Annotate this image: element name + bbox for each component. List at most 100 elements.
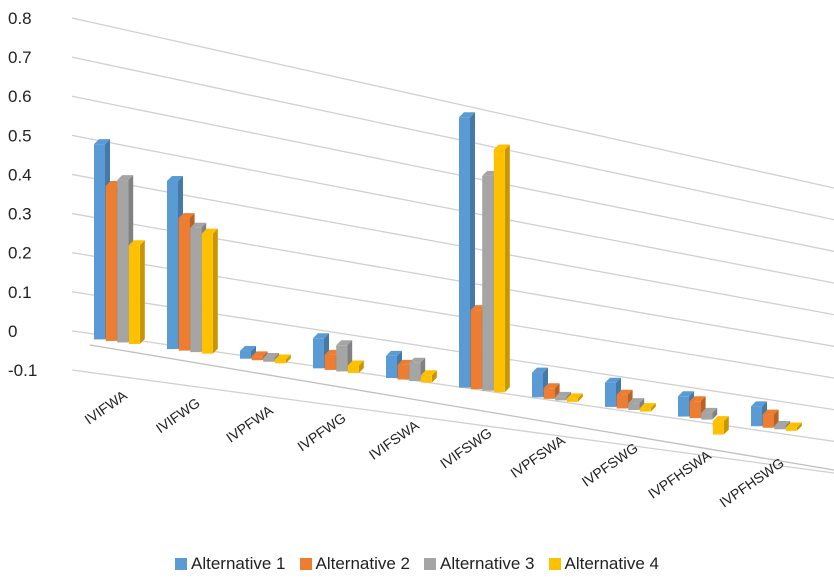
bar-top — [420, 370, 437, 376]
bar — [482, 175, 494, 391]
bar — [117, 180, 129, 343]
legend-label-1: Alternative 1 — [191, 554, 286, 573]
bar-side — [650, 403, 656, 412]
x-category-label: IVIFSWG — [437, 425, 495, 472]
x-category-label: IVPFWG — [294, 410, 348, 455]
bar — [532, 372, 543, 398]
legend-swatch-2 — [299, 558, 312, 570]
bar-top — [566, 393, 583, 399]
bar-top — [712, 416, 729, 422]
bar — [762, 414, 774, 428]
bar — [251, 356, 263, 361]
bar — [94, 144, 105, 340]
bar — [201, 233, 213, 354]
x-category-label: IVIFWG — [153, 395, 203, 437]
gridline — [71, 17, 834, 189]
bar — [397, 364, 409, 380]
bar — [774, 426, 786, 430]
legend-swatch-1 — [175, 558, 187, 570]
legend-label-3: Alternative 3 — [440, 554, 535, 573]
bar-side — [139, 240, 145, 345]
bar-top — [190, 222, 207, 228]
x-category-label: IVPFWA — [223, 402, 276, 446]
bar — [263, 357, 275, 362]
y-tick-label: 0.8 — [8, 9, 32, 28]
bars — [94, 112, 802, 435]
bar — [543, 388, 555, 399]
bar-top — [639, 403, 656, 409]
bar-side — [212, 228, 218, 354]
bar-top — [678, 391, 694, 397]
bar-top — [263, 352, 280, 358]
floor-line — [89, 344, 834, 471]
legend-item-3: Alternative 3 — [424, 554, 535, 574]
x-category-label: IVIFWA — [81, 387, 130, 428]
legend-item-2: Alternative 2 — [299, 554, 411, 574]
gridline — [71, 95, 834, 252]
bar-top — [493, 144, 510, 150]
bar — [190, 227, 202, 353]
bar-side — [431, 370, 437, 383]
bar-top — [774, 421, 791, 427]
bar — [678, 396, 689, 417]
bar — [639, 408, 651, 412]
y-axis-tick-labels: 0.8 0.7 0.6 0.5 0.4 0.3 0.2 0.1 0 -0.1 — [8, 9, 37, 380]
bar — [409, 362, 421, 382]
legend: Alternative 1 Alternative 2 Alternative … — [0, 553, 834, 575]
x-category-label: IVPFHSWG — [716, 455, 786, 511]
bar — [689, 401, 701, 419]
bar — [459, 117, 470, 388]
bar-top — [274, 354, 291, 360]
legend-item-1: Alternative 1 — [175, 554, 286, 574]
bar-top — [347, 360, 364, 366]
legend-swatch-4 — [548, 558, 561, 570]
bar-top — [336, 340, 353, 346]
bar — [178, 218, 190, 351]
bar-side — [577, 393, 583, 402]
bar-top — [117, 175, 134, 181]
bar-side — [358, 360, 364, 373]
y-tick-label: 0.1 — [8, 283, 32, 302]
bar-top — [201, 228, 218, 234]
bar-top — [543, 383, 560, 389]
bar-top — [751, 401, 767, 407]
bar — [701, 412, 713, 420]
legend-label-4: Alternative 4 — [564, 554, 660, 573]
bar-side — [796, 422, 802, 431]
bar — [386, 355, 397, 378]
bar — [712, 421, 724, 435]
bar — [605, 382, 616, 407]
bar — [324, 354, 336, 370]
y-tick-label: -0.1 — [8, 361, 37, 380]
bar — [751, 406, 762, 427]
y-tick-label: 0.3 — [8, 205, 32, 224]
x-category-label: IVPFHSWA — [645, 447, 714, 502]
bar — [313, 338, 324, 369]
y-tick-label: 0.4 — [8, 165, 32, 184]
bar-side — [639, 398, 645, 410]
bar — [105, 185, 117, 341]
legend-label-2: Alternative 2 — [315, 554, 411, 573]
bar-top — [616, 389, 633, 395]
gridline — [71, 134, 834, 284]
gridline — [71, 369, 834, 474]
bar-top — [386, 350, 402, 356]
bar-side — [712, 407, 718, 420]
bar — [274, 359, 286, 364]
bar-top — [128, 240, 145, 246]
bar-side — [251, 346, 256, 359]
bar-top — [532, 367, 548, 373]
bar-top — [689, 396, 706, 402]
bar — [240, 351, 251, 359]
y-tick-label: 0.7 — [8, 48, 32, 67]
bar-top — [701, 407, 718, 413]
bar-side — [285, 354, 291, 364]
bar — [616, 394, 628, 409]
bar — [566, 398, 578, 402]
bar-top — [240, 346, 256, 352]
bar-top — [313, 333, 329, 339]
bar — [420, 375, 432, 383]
bar-top — [605, 377, 621, 383]
bar — [493, 149, 505, 393]
